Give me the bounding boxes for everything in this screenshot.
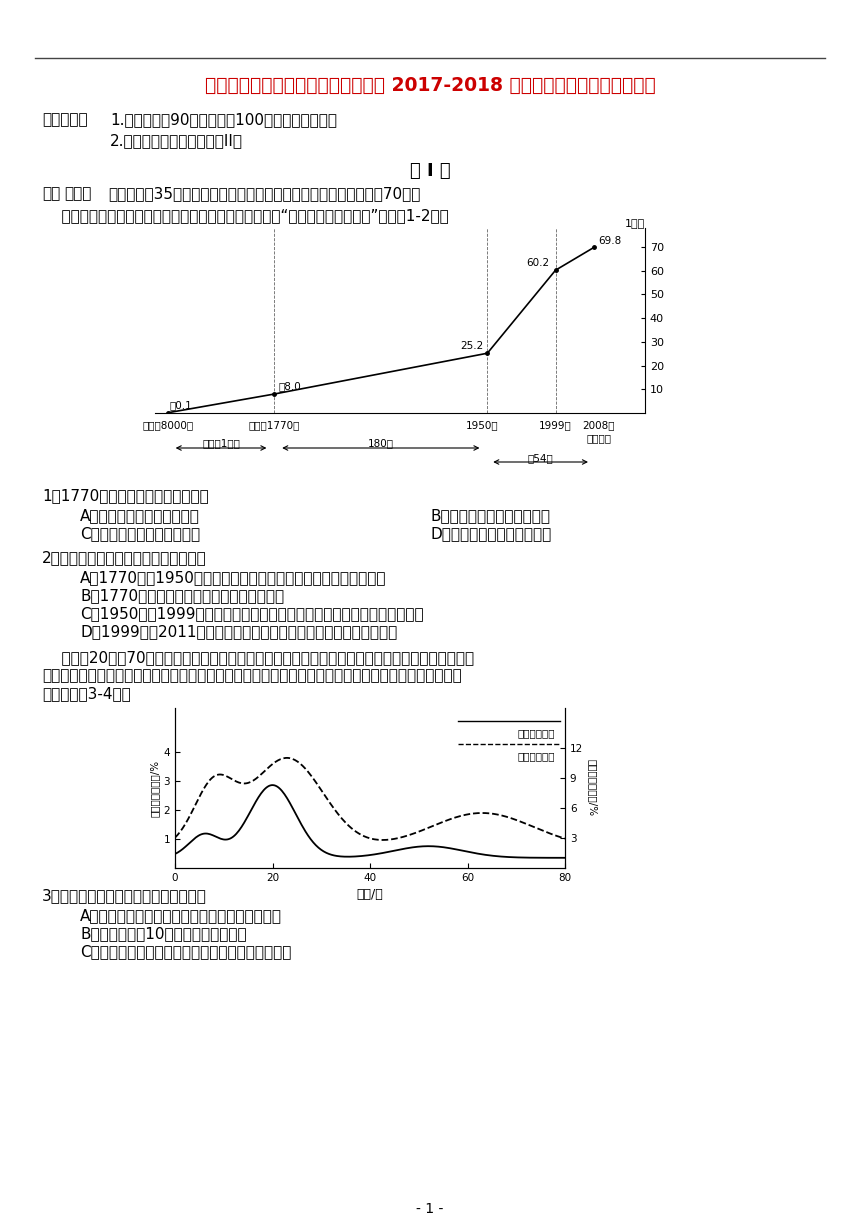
Text: D．1999年到2011年，预计世界人口出生率继续提高，人口增长迅猛: D．1999年到2011年，预计世界人口出生率继续提高，人口增长迅猛 — [80, 624, 397, 638]
Y-axis label: 美国人口迁移率/%: 美国人口迁移率/% — [587, 760, 597, 817]
Text: 1950年: 1950年 — [466, 420, 499, 430]
Text: 第 I 卷: 第 I 卷 — [409, 162, 451, 180]
Text: - 1 -: - 1 - — [416, 1201, 444, 1216]
Text: 剤0.1: 剤0.1 — [170, 400, 193, 410]
Text: 中国人口迁移: 中国人口迁移 — [518, 751, 556, 761]
Text: 具有迁移风险的平均人口数的比率，即迁移率就是迁出率。下图为某年我国和美国人口迁移年龄分布图。: 具有迁移风险的平均人口数的比率，即迁移率就是迁出率。下图为某年我国和美国人口迁移… — [42, 668, 462, 683]
Text: C．美国老年人口迁移的方向是自南部向东北部迁移: C．美国老年人口迁移的方向是自南部向东北部迁移 — [80, 944, 292, 959]
Text: （预测）: （预测） — [587, 433, 611, 443]
Text: 读图，完刹3-4题。: 读图，完刹3-4题。 — [42, 686, 131, 700]
Text: 180年: 180年 — [368, 438, 394, 447]
Text: B．1770年前由于出生率太低，人口增长缓慢: B．1770年前由于出生率太低，人口增长缓慢 — [80, 589, 284, 603]
Text: 3．下列有关两国人口的叙述，正确的是: 3．下列有关两国人口的叙述，正确的是 — [42, 888, 207, 903]
Text: 2008年: 2008年 — [582, 420, 615, 430]
Y-axis label: 中国人口迁移率/%: 中国人口迁移率/% — [150, 760, 159, 817]
Text: 美国人口迁移: 美国人口迁移 — [518, 728, 556, 738]
Text: B．高出生、低死亡、高增长: B．高出生、低死亡、高增长 — [430, 508, 550, 523]
Text: C．1950年到1999年，由于发展中国家死亡率下降，人口增长幅度明显加大: C．1950年到1999年，由于发展中国家死亡率下降，人口增长幅度明显加大 — [80, 606, 424, 621]
Text: A．低出生、低死亡、低增长: A．低出生、低死亡、低增长 — [80, 508, 200, 523]
Text: 剉54年: 剉54年 — [528, 454, 554, 463]
Text: 60.2: 60.2 — [526, 258, 550, 268]
Text: 罗吉斯20世纪70年代提出了人口迁移年龄模式。他定义的迁移率是离开某地的迁移人口占该地同期: 罗吉斯20世纪70年代提出了人口迁移年龄模式。他定义的迁移率是离开某地的迁移人口… — [42, 651, 474, 665]
Text: 2.考试完毕交答题卡和试卷II。: 2.考试完毕交答题卡和试卷II。 — [110, 133, 243, 148]
Text: 69.8: 69.8 — [599, 236, 622, 247]
Text: 公元前1770年: 公元前1770年 — [249, 420, 300, 430]
Text: 吉林省长春汽车经济开发区第六中学 2017-2018 学年高一地理下学期期中试题: 吉林省长春汽车经济开发区第六中学 2017-2018 学年高一地理下学期期中试题 — [205, 75, 655, 95]
Text: 考试说明：: 考试说明： — [42, 112, 88, 126]
Text: （本题包括35个小题，每小题只有一个正确选项，每小题２分，全70分）: （本题包括35个小题，每小题只有一个正确选项，每小题２分，全70分） — [108, 186, 421, 201]
Text: C．高出生、高死亡、低增长: C．高出生、高死亡、低增长 — [80, 527, 200, 541]
Text: 1.考试时间为90分钟，满分100分，选择题涂卡。: 1.考试时间为90分钟，满分100分，选择题涂卡。 — [110, 112, 337, 126]
Text: A．中国人口迁移率峰値比美国早与农村早婚有关: A．中国人口迁移率峰値比美国早与农村早婚有关 — [80, 908, 282, 923]
Text: B．中国与美国10岁儿童的迁移量相当: B．中国与美国10岁儿童的迁移量相当 — [80, 927, 247, 941]
Text: 1亿人: 1亿人 — [624, 218, 645, 229]
Text: 选择题: 选择题 — [64, 186, 91, 201]
Text: 剤8.0: 剤8.0 — [279, 382, 301, 392]
Text: 1999年: 1999年 — [539, 420, 572, 430]
Text: 1．1770年前世界人口发展的特点是: 1．1770年前世界人口发展的特点是 — [42, 488, 209, 503]
Text: 纵观世界人口的发展历史，总趋势是人口不断增长。读“世界人口增长示意图”，回切1-2题。: 纵观世界人口的发展历史，总趋势是人口不断增长。读“世界人口增长示意图”，回切1-… — [42, 208, 449, 223]
Text: 2．关于世界人口增长的叙述，正确的是: 2．关于世界人口增长的叙述，正确的是 — [42, 550, 206, 565]
Text: 25.2: 25.2 — [460, 340, 483, 351]
Text: 经历分1万年: 经历分1万年 — [202, 438, 240, 447]
Text: 公元前8000年: 公元前8000年 — [142, 420, 194, 430]
Text: 一、: 一、 — [42, 186, 60, 201]
Text: D．低出生、低死亡、负增长: D．低出生、低死亡、负增长 — [430, 527, 551, 541]
X-axis label: 年龄/岁: 年龄/岁 — [357, 889, 384, 901]
Text: A．1770年到1950年间，由于欧美国家出生率提高，人口增长加快: A．1770年到1950年间，由于欧美国家出生率提高，人口增长加快 — [80, 570, 386, 585]
